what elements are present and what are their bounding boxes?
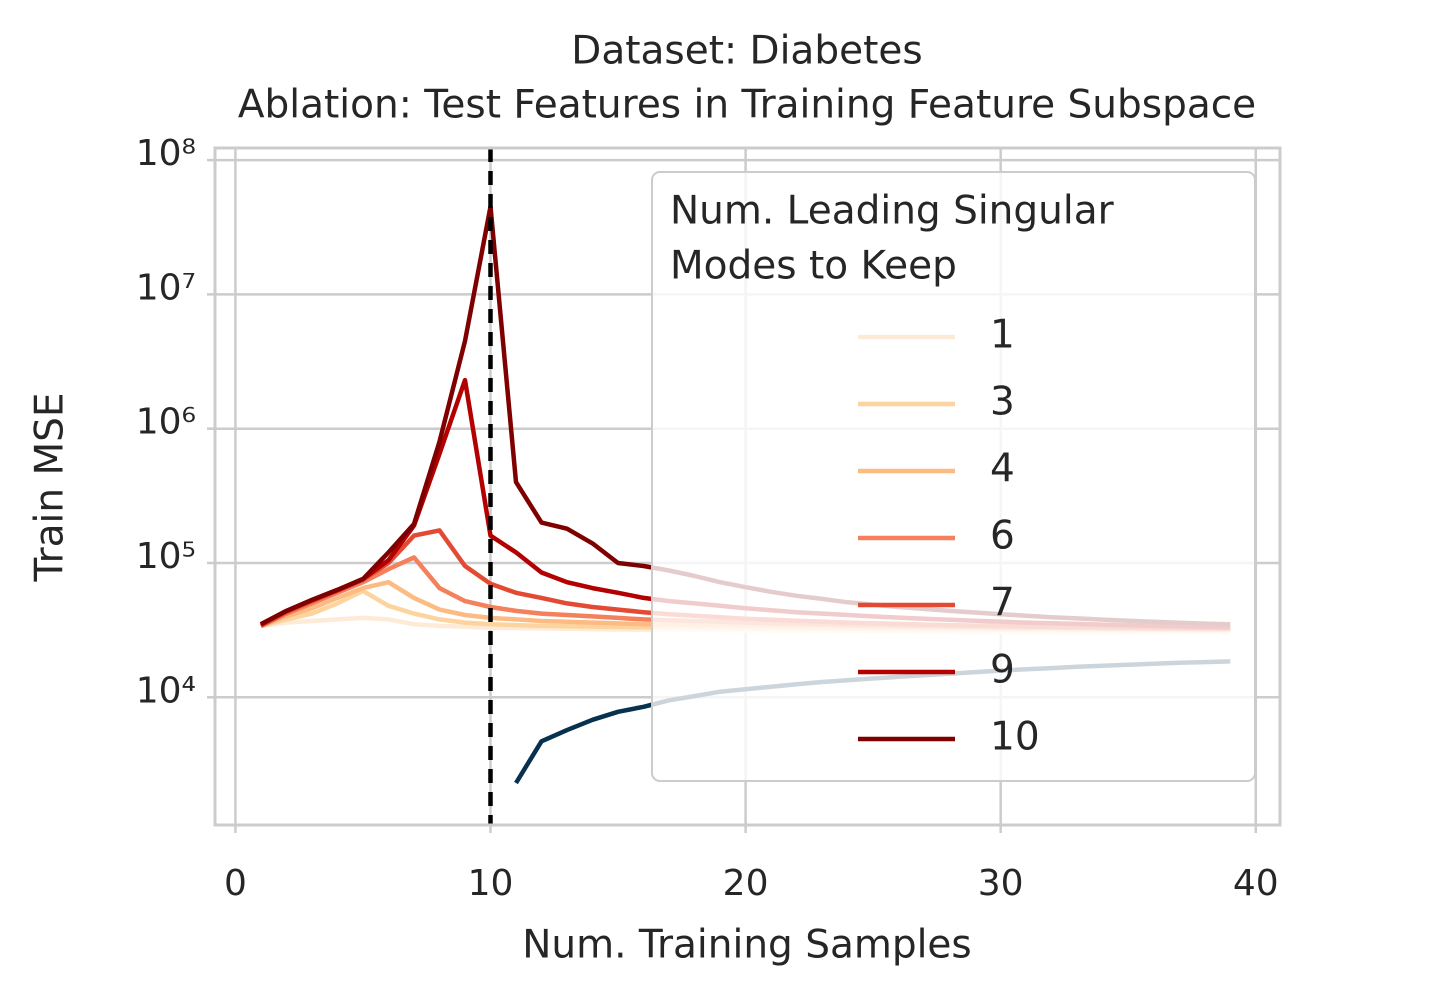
legend-label: 7 [990,581,1015,626]
legend-label: 4 [990,447,1015,492]
legend-title: Modes to Keep [670,244,957,289]
legend: Num. Leading Singular Modes to Keep 1 3 4 6 7 9… [651,171,1256,782]
x-tick-label: 20 [723,863,769,904]
legend-box [651,171,1256,782]
y-tick-label: 10⁵ [136,536,196,577]
y-tick-label: 10⁷ [136,267,196,308]
y-tick-label: 10⁸ [136,133,196,174]
x-tick-label: 10 [468,863,514,904]
y-axis-label: Train MSE [28,392,73,582]
legend-label: 10 [990,715,1040,760]
chart-title: Dataset: Diabetes [571,29,922,74]
axes-frame [213,146,1282,827]
legend-title: Num. Leading Singular [670,189,1115,234]
x-tick-label: 40 [1233,863,1279,904]
legend-label: 6 [990,514,1015,559]
legend-label: 1 [990,313,1015,358]
legend-label: 9 [990,648,1015,693]
y-tick-label: 10⁶ [136,402,196,443]
x-axis-label: Num. Training Samples [522,923,972,968]
chart-title: Ablation: Test Features in Training Feat… [238,83,1256,128]
x-tick-label: 30 [978,863,1024,904]
x-tick-label: 0 [224,863,247,904]
y-tick-label: 10⁴ [136,670,196,711]
legend-label: 3 [990,380,1015,425]
